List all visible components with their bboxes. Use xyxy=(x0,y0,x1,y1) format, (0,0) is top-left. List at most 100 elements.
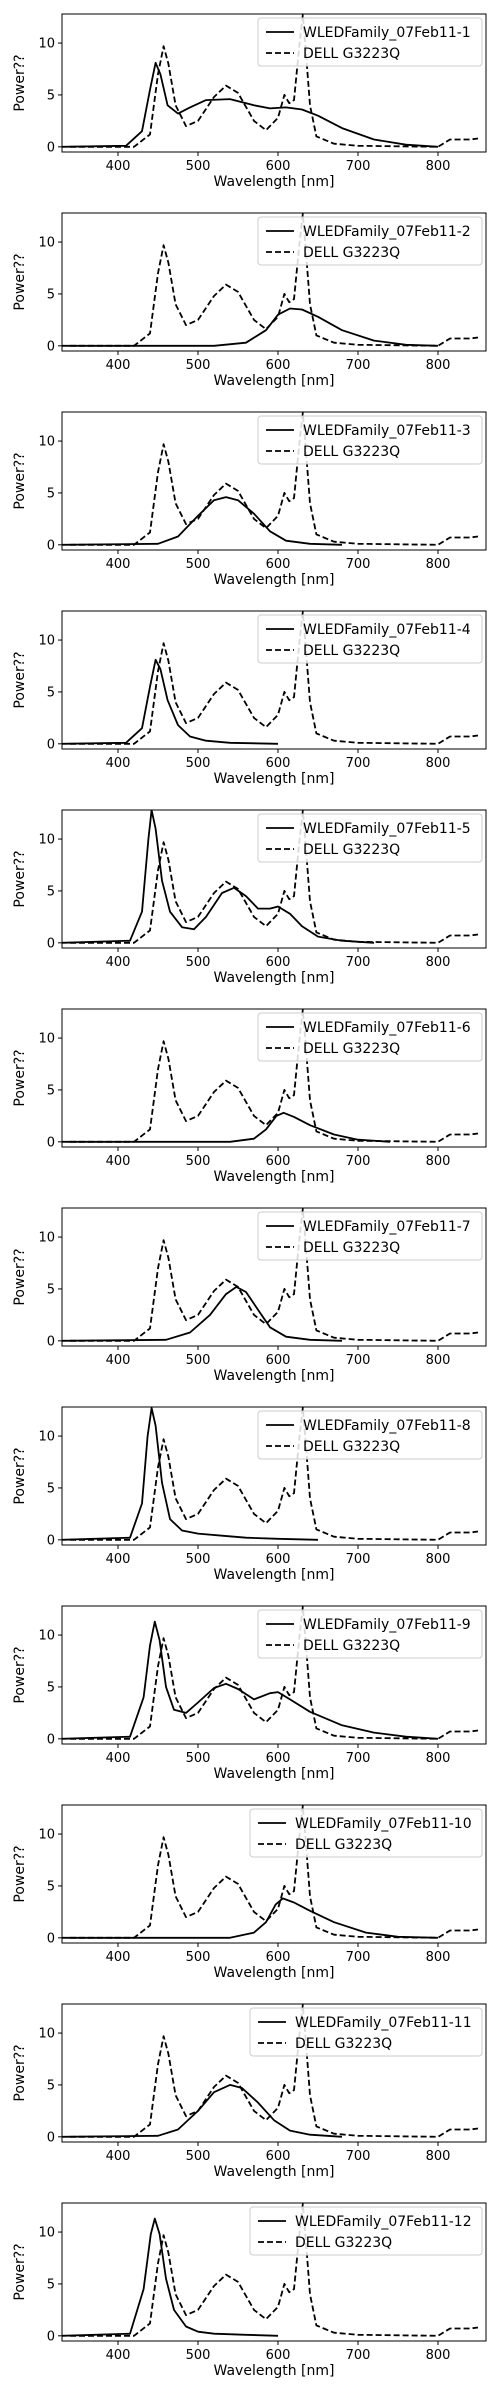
series-line-wled xyxy=(62,496,343,546)
x-tick-label: 500 xyxy=(186,557,211,572)
x-tick-label: 600 xyxy=(266,1353,291,1368)
y-axis-label: Power?? xyxy=(12,1049,28,1106)
x-tick-label: 400 xyxy=(106,1353,131,1368)
legend-entry-label: WLEDFamily_07Feb11-1 xyxy=(303,25,471,41)
series-line-wled xyxy=(62,2084,343,2138)
y-tick-label: 10 xyxy=(38,1629,55,1644)
x-tick-label: 400 xyxy=(106,557,131,572)
x-tick-label: 400 xyxy=(106,1552,131,1567)
legend-entry-label: DELL G3223Q xyxy=(303,46,400,62)
axes-frame xyxy=(61,1008,487,1148)
y-axis-label: Power?? xyxy=(12,2044,28,2101)
y-axis-label: Power?? xyxy=(12,452,28,509)
x-tick-label: 700 xyxy=(346,756,371,771)
y-tick-label: 10 xyxy=(38,634,55,649)
x-tick-label: 500 xyxy=(186,1751,211,1766)
x-tick-label: 800 xyxy=(426,2348,451,2363)
y-tick-label: 5 xyxy=(47,1481,55,1496)
y-tick-label: 0 xyxy=(47,1732,55,1747)
series-line-wled xyxy=(62,2217,279,2337)
x-tick-label: 700 xyxy=(346,1950,371,1965)
x-tick-label: 600 xyxy=(266,1154,291,1169)
legend-entry-label: WLEDFamily_07Feb11-2 xyxy=(303,224,471,240)
legend-entry-label: DELL G3223Q xyxy=(303,1240,400,1256)
legend-entry-label: WLEDFamily_07Feb11-12 xyxy=(295,2214,472,2230)
y-axis-label: Power?? xyxy=(12,1845,28,1902)
x-tick-label: 800 xyxy=(426,358,451,373)
legend-entry-label: WLEDFamily_07Feb11-4 xyxy=(303,622,471,638)
x-axis-label: Wavelength [nm] xyxy=(214,1567,335,1583)
axes-frame xyxy=(61,411,487,551)
y-axis-label: Power?? xyxy=(12,651,28,708)
y-tick-label: 0 xyxy=(47,2329,55,2344)
y-tick-label: 0 xyxy=(47,1533,55,1548)
x-tick-label: 600 xyxy=(266,557,291,572)
series-line-wled xyxy=(62,810,375,944)
x-tick-label: 400 xyxy=(106,358,131,373)
x-tick-label: 700 xyxy=(346,2149,371,2164)
axes-frame xyxy=(61,1207,487,1347)
x-axis-label: Wavelength [nm] xyxy=(214,572,335,588)
legend-box xyxy=(257,1012,483,1062)
y-tick-label: 10 xyxy=(38,2027,55,2042)
series-line-dell xyxy=(70,412,479,546)
y-tick-label: 5 xyxy=(47,685,55,700)
legend-box xyxy=(257,614,483,664)
y-tick-label: 5 xyxy=(47,287,55,302)
chart-panel-3: 400 500 600 700 800 0 5 10 Wavelength [nm] Power?… xyxy=(12,411,487,588)
x-tick-label: 700 xyxy=(346,557,371,572)
chart-panel-2: 400 500 600 700 800 0 5 10 Wavelength [nm] Power?… xyxy=(12,212,487,389)
y-tick-label: 10 xyxy=(38,2226,55,2241)
x-tick-label: 500 xyxy=(186,2348,211,2363)
y-tick-label: 0 xyxy=(47,936,55,951)
chart-panel-6: 400 500 600 700 800 0 5 10 Wavelength [nm] Power?… xyxy=(12,1008,487,1185)
legend-entry-label: DELL G3223Q xyxy=(295,2235,392,2251)
x-axis-label: Wavelength [nm] xyxy=(214,1766,335,1782)
y-tick-label: 0 xyxy=(47,1931,55,1946)
y-tick-label: 5 xyxy=(47,2277,55,2292)
series-line-dell xyxy=(70,1208,479,1342)
legend-box xyxy=(257,216,483,266)
y-axis-label: Power?? xyxy=(12,54,28,111)
y-tick-label: 5 xyxy=(47,1680,55,1695)
axes-frame xyxy=(61,809,487,949)
series-line-dell xyxy=(70,213,479,347)
x-tick-label: 400 xyxy=(106,1751,131,1766)
legend-entry-label: DELL G3223Q xyxy=(303,1439,400,1455)
y-tick-label: 0 xyxy=(47,2130,55,2145)
x-tick-label: 400 xyxy=(106,2348,131,2363)
series-line-dell xyxy=(70,1407,479,1541)
x-tick-label: 500 xyxy=(186,955,211,970)
legend-entry-label: DELL G3223Q xyxy=(295,1837,392,1853)
chart-panel-12: 400 500 600 700 800 0 5 10 Wavelength [nm] Power?… xyxy=(12,2202,487,2379)
legend-entry-label: WLEDFamily_07Feb11-7 xyxy=(303,1219,471,1235)
series-line-dell xyxy=(70,1805,479,1939)
chart-panel-9: 400 500 600 700 800 0 5 10 Wavelength [nm] Power?… xyxy=(12,1605,487,1782)
series-line-wled xyxy=(62,1286,343,1342)
x-tick-label: 800 xyxy=(426,1950,451,1965)
series-line-wled xyxy=(62,1897,439,1939)
series-line-dell xyxy=(70,1606,479,1740)
y-tick-label: 0 xyxy=(47,339,55,354)
legend-entry-label: WLEDFamily_07Feb11-8 xyxy=(303,1418,471,1434)
x-tick-label: 600 xyxy=(266,1751,291,1766)
legend-entry-label: DELL G3223Q xyxy=(303,245,400,261)
y-axis-label: Power?? xyxy=(12,1646,28,1703)
y-tick-label: 0 xyxy=(47,1135,55,1150)
x-tick-label: 700 xyxy=(346,1353,371,1368)
legend-entry-label: WLEDFamily_07Feb11-3 xyxy=(303,423,471,439)
axes-frame xyxy=(61,2003,487,2143)
legend-entry-label: DELL G3223Q xyxy=(295,2036,392,2052)
y-tick-label: 10 xyxy=(38,1828,55,1843)
x-tick-label: 600 xyxy=(266,159,291,174)
x-tick-label: 700 xyxy=(346,159,371,174)
chart-panel-7: 400 500 600 700 800 0 5 10 Wavelength [nm] Power?… xyxy=(12,1207,487,1384)
series-line-wled xyxy=(62,1407,319,1541)
y-tick-label: 5 xyxy=(47,486,55,501)
x-tick-label: 600 xyxy=(266,1950,291,1965)
x-axis-label: Wavelength [nm] xyxy=(214,1368,335,1384)
series-line-dell xyxy=(70,14,479,148)
x-tick-label: 400 xyxy=(106,756,131,771)
y-tick-label: 0 xyxy=(47,737,55,752)
x-tick-label: 400 xyxy=(106,955,131,970)
